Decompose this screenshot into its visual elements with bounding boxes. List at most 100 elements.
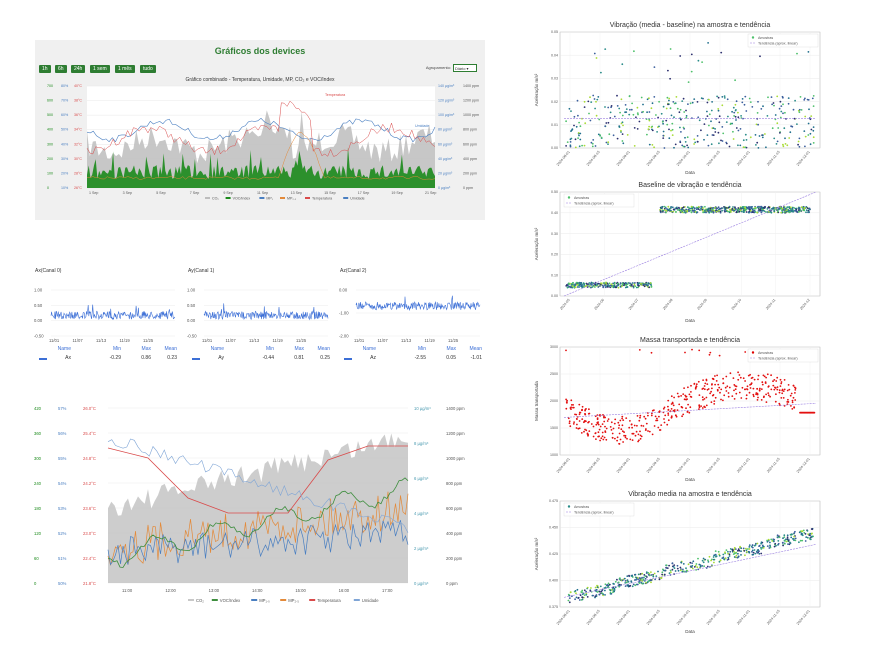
data-point (570, 130, 572, 132)
data-point (782, 397, 785, 399)
data-point (612, 282, 614, 285)
data-point (708, 124, 710, 127)
data-point (747, 208, 750, 210)
data-point (782, 537, 784, 540)
data-point (640, 579, 642, 581)
data-point (715, 380, 718, 382)
data-point (596, 591, 599, 593)
data-point (707, 42, 709, 44)
data-point (718, 121, 721, 124)
data-point (760, 542, 762, 545)
data-point (809, 132, 812, 135)
data-point (808, 534, 811, 536)
data-point (605, 438, 608, 441)
data-point (604, 425, 606, 428)
data-point (786, 389, 789, 392)
legend-swatch (344, 358, 352, 360)
legend-column-max: Max (141, 346, 151, 352)
data-point (599, 285, 601, 287)
data-point (597, 431, 600, 434)
data-point (719, 391, 721, 394)
y-tick-rh: 50% (61, 128, 69, 132)
data-point (587, 283, 589, 286)
data-point (678, 206, 680, 209)
data-point (713, 400, 716, 402)
data-point (751, 546, 754, 549)
data-point (626, 579, 629, 581)
data-point (578, 282, 581, 284)
y-tick-co2: 600 ppm (463, 142, 477, 146)
data-point (744, 388, 746, 391)
data-point (777, 210, 779, 213)
data-point (722, 553, 725, 556)
range-button[interactable]: 6h (55, 65, 67, 73)
data-point (685, 116, 688, 119)
data-point (575, 596, 578, 599)
data-point (709, 209, 712, 212)
y-tick: 0.00 (551, 294, 558, 298)
data-point (640, 435, 643, 438)
legend-label: Tendência (aprox. linear) (574, 511, 614, 515)
data-point (574, 146, 577, 149)
data-point (650, 579, 653, 581)
data-point (750, 211, 753, 214)
data-point (767, 538, 770, 541)
data-point (754, 134, 757, 136)
data-point (690, 211, 693, 214)
data-point (698, 119, 701, 122)
data-point (776, 122, 779, 125)
range-button[interactable]: 1 mês (115, 65, 135, 73)
data-point (767, 96, 769, 99)
data-point (567, 417, 570, 420)
data-point (807, 51, 810, 53)
data-point (661, 571, 664, 574)
data-point (687, 563, 690, 566)
y-tick-voc: 700 (47, 84, 53, 88)
data-point (791, 408, 794, 410)
data-point (755, 123, 758, 126)
y-tick-rh: 52% (58, 531, 67, 536)
data-point (667, 408, 670, 411)
legend-swatch (211, 599, 218, 601)
data-point (748, 546, 751, 548)
data-point (651, 128, 653, 131)
data-point (718, 554, 721, 557)
data-point (667, 412, 670, 415)
range-button[interactable]: 24h (71, 65, 86, 73)
x-tick: 11/19 (425, 338, 436, 343)
range-button[interactable]: 1 sem (90, 65, 110, 73)
y-tick: 0.400 (549, 579, 558, 583)
data-point (603, 282, 605, 284)
data-point (746, 388, 748, 390)
data-point (705, 396, 708, 399)
data-point (626, 283, 629, 286)
data-point (624, 585, 627, 587)
data-point (651, 102, 654, 105)
data-point (711, 134, 714, 136)
legend-swatch (225, 197, 231, 199)
data-point (697, 205, 700, 208)
data-point (766, 545, 769, 547)
data-point (592, 594, 594, 597)
data-point (567, 593, 570, 596)
data-point (727, 210, 729, 213)
data-point (757, 378, 759, 381)
data-point (740, 115, 742, 117)
y-tick-co2: 200 ppm (446, 556, 463, 561)
data-point (613, 583, 615, 585)
range-button[interactable]: tudo (140, 65, 156, 73)
data-point (681, 211, 684, 214)
y-tick: 0.00 (339, 288, 348, 293)
data-point (705, 211, 707, 213)
data-point (638, 282, 640, 284)
data-point (759, 387, 761, 390)
data-point (786, 401, 789, 403)
data-point (744, 146, 747, 149)
data-point (641, 572, 644, 575)
data-point (647, 573, 650, 576)
data-point (676, 567, 679, 570)
x-tick: 2024-11-15 (766, 457, 781, 473)
data-point (570, 399, 573, 402)
range-button[interactable]: 1h (39, 65, 51, 73)
group-select[interactable]: Diário ▾ (453, 64, 477, 72)
